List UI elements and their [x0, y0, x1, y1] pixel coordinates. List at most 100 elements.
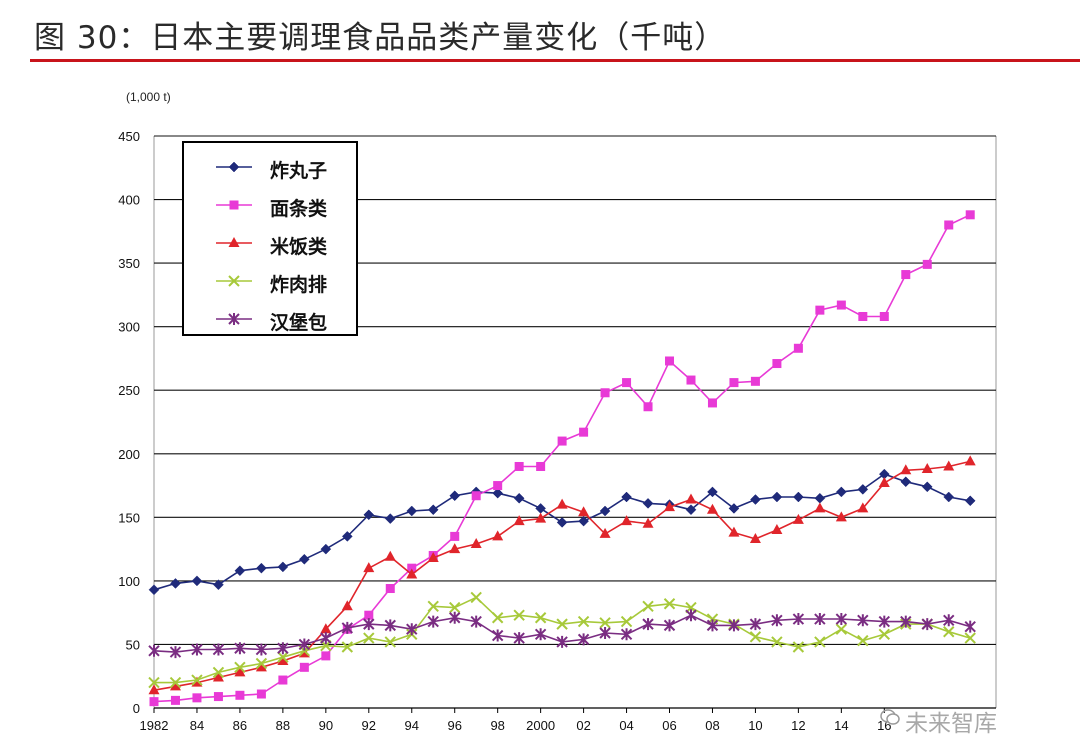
- data-point-s1-1986: [234, 565, 246, 577]
- data-point-s4-2011: [771, 636, 783, 648]
- data-point-s5-1998: [491, 629, 504, 642]
- x-tick-label-1990: 90: [319, 718, 333, 733]
- x-tick-label-2006: 06: [662, 718, 676, 733]
- data-point-s4-1983: [169, 676, 182, 689]
- data-point-s3-2004: [621, 515, 633, 526]
- figure-title: 图 30：日本主要调理食品品类产量变化（千吨）: [34, 20, 727, 56]
- data-point-s4-2002: [577, 615, 590, 628]
- y-tick-label-300: 300: [118, 320, 140, 335]
- data-point-s4-2012: [792, 641, 805, 653]
- data-point-s5-2002: [577, 633, 590, 646]
- data-point-s4-1999: [513, 609, 525, 621]
- data-point-s5-1983: [169, 646, 182, 659]
- data-point-s5-2017: [900, 615, 912, 628]
- data-point-s2-1994: [407, 563, 417, 573]
- data-point-s1-1994: [406, 505, 418, 517]
- legend-swatch-2: [216, 200, 252, 210]
- data-point-s3-2017: [900, 464, 912, 475]
- data-point-s2-1999: [514, 461, 524, 471]
- title-underline: [30, 59, 1080, 62]
- data-point-s5-1982: [148, 644, 160, 657]
- data-point-s3-1997: [470, 538, 482, 549]
- data-point-s1-2018: [921, 481, 933, 493]
- data-point-s2-1989: [299, 662, 309, 672]
- data-point-s5-1984: [191, 643, 203, 656]
- x-tick-label-1998: 98: [490, 718, 504, 733]
- data-point-s2-1986: [235, 690, 245, 700]
- legend-label-2: 面条类: [270, 198, 328, 220]
- data-point-s5-2001: [556, 635, 568, 648]
- data-point-s1-1984: [191, 575, 203, 587]
- data-point-s2-1982: [149, 697, 159, 707]
- data-point-s1-2003: [599, 505, 611, 517]
- data-point-s4-2020: [964, 632, 976, 644]
- y-tick-label-150: 150: [118, 510, 140, 525]
- legend-label-1: 炸丸子: [270, 160, 328, 182]
- series-line-1: [153, 473, 971, 591]
- data-point-s2-2010: [750, 376, 760, 386]
- data-point-s1-1990: [320, 543, 332, 555]
- legend-swatch-marker-3: [228, 237, 240, 247]
- data-point-s1-2002: [578, 515, 589, 527]
- data-point-s5-2014: [835, 613, 848, 626]
- data-point-s2-1983: [170, 695, 180, 705]
- data-point-s1-1993: [384, 513, 396, 524]
- data-point-s2-2004: [622, 378, 632, 388]
- data-point-s1-1983: [170, 578, 181, 589]
- data-point-s2-2013: [815, 305, 825, 315]
- data-point-s3-2007: [685, 493, 697, 504]
- data-point-s1-1987: [256, 562, 267, 574]
- data-point-s1-1982: [148, 584, 160, 596]
- data-point-s2-2000: [536, 461, 546, 471]
- data-point-s5-2004: [620, 628, 633, 641]
- data-point-s5-1990: [320, 632, 332, 645]
- data-point-s2-2006: [665, 356, 675, 366]
- data-point-s4-2001: [556, 618, 568, 630]
- data-point-s4-1993: [384, 636, 396, 648]
- x-tick-label-2004: 04: [619, 718, 633, 733]
- x-tick-label-2000: 2000: [526, 718, 555, 733]
- data-point-s4-1992: [363, 632, 375, 644]
- data-point-s1-1996: [449, 490, 461, 502]
- data-point-s4-2003: [599, 617, 611, 629]
- data-point-s3-2015: [857, 502, 869, 513]
- data-point-s4-2010: [749, 631, 762, 643]
- data-point-s5-2013: [814, 613, 826, 626]
- data-point-s3-1986: [234, 666, 246, 677]
- data-point-s5-2000: [534, 628, 547, 641]
- data-point-s3-2013: [814, 502, 826, 513]
- data-point-s1-2011: [771, 491, 783, 503]
- data-point-s5-2006: [663, 619, 676, 632]
- legend-label-3: 米饭类: [270, 236, 328, 258]
- data-point-s2-1992: [364, 610, 374, 620]
- data-point-s3-2011: [771, 524, 783, 535]
- data-point-s5-2007: [685, 609, 697, 622]
- data-point-s1-1988: [277, 561, 289, 573]
- data-point-s2-2009: [729, 378, 739, 388]
- data-point-s2-1984: [192, 693, 202, 703]
- data-point-s1-2014: [835, 486, 847, 498]
- y-tick-label-250: 250: [118, 383, 140, 398]
- data-point-s5-1994: [406, 623, 418, 636]
- data-point-s4-1985: [212, 666, 225, 679]
- legend-swatch-marker-2: [229, 200, 239, 210]
- data-point-s1-1999: [513, 492, 525, 504]
- data-point-s4-1986: [234, 661, 246, 674]
- data-point-s4-1998: [491, 612, 504, 624]
- x-tick-label-1986: 86: [233, 718, 247, 733]
- data-point-s2-2018: [922, 259, 932, 269]
- data-point-s4-1997: [470, 591, 482, 604]
- legend-swatch-marker-1: [228, 161, 240, 173]
- data-point-s5-1999: [513, 632, 525, 645]
- data-point-s3-2001: [556, 498, 568, 509]
- data-point-s4-2015: [857, 634, 869, 647]
- data-point-s1-1992: [363, 509, 375, 521]
- data-point-s5-2012: [792, 613, 805, 626]
- data-point-s4-2000: [534, 612, 547, 624]
- data-point-s5-1986: [234, 642, 246, 655]
- data-point-s4-1987: [255, 657, 268, 670]
- data-point-s1-2019: [943, 491, 955, 503]
- data-point-s4-2019: [943, 626, 955, 638]
- data-point-s4-2013: [814, 636, 826, 648]
- data-point-s2-2014: [836, 300, 846, 310]
